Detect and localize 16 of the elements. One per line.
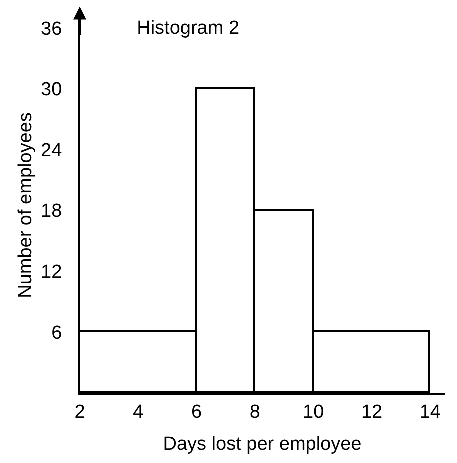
y-tick-label: 30 (41, 80, 62, 101)
x-tick-label: 8 (250, 402, 260, 423)
y-tick-label: 18 (41, 201, 62, 222)
chart-title: Histogram 2 (137, 18, 240, 40)
y-tick-label: 12 (41, 262, 62, 284)
x-tick-label: 4 (133, 402, 144, 423)
y-tick-label: 6 (52, 322, 62, 344)
y-tick-label: 24 (41, 140, 63, 162)
x-tick-label: 12 (361, 402, 383, 423)
x-tick-label: 14 (420, 402, 442, 423)
x-tick-label: 6 (192, 402, 202, 423)
y-axis-title: Number of employees (15, 112, 36, 298)
x-tick-label: 10 (303, 402, 324, 423)
x-tick-label: 2 (74, 402, 86, 423)
x-axis-title: Days lost per employee (163, 434, 362, 456)
y-tick-label: 36 (41, 18, 62, 40)
